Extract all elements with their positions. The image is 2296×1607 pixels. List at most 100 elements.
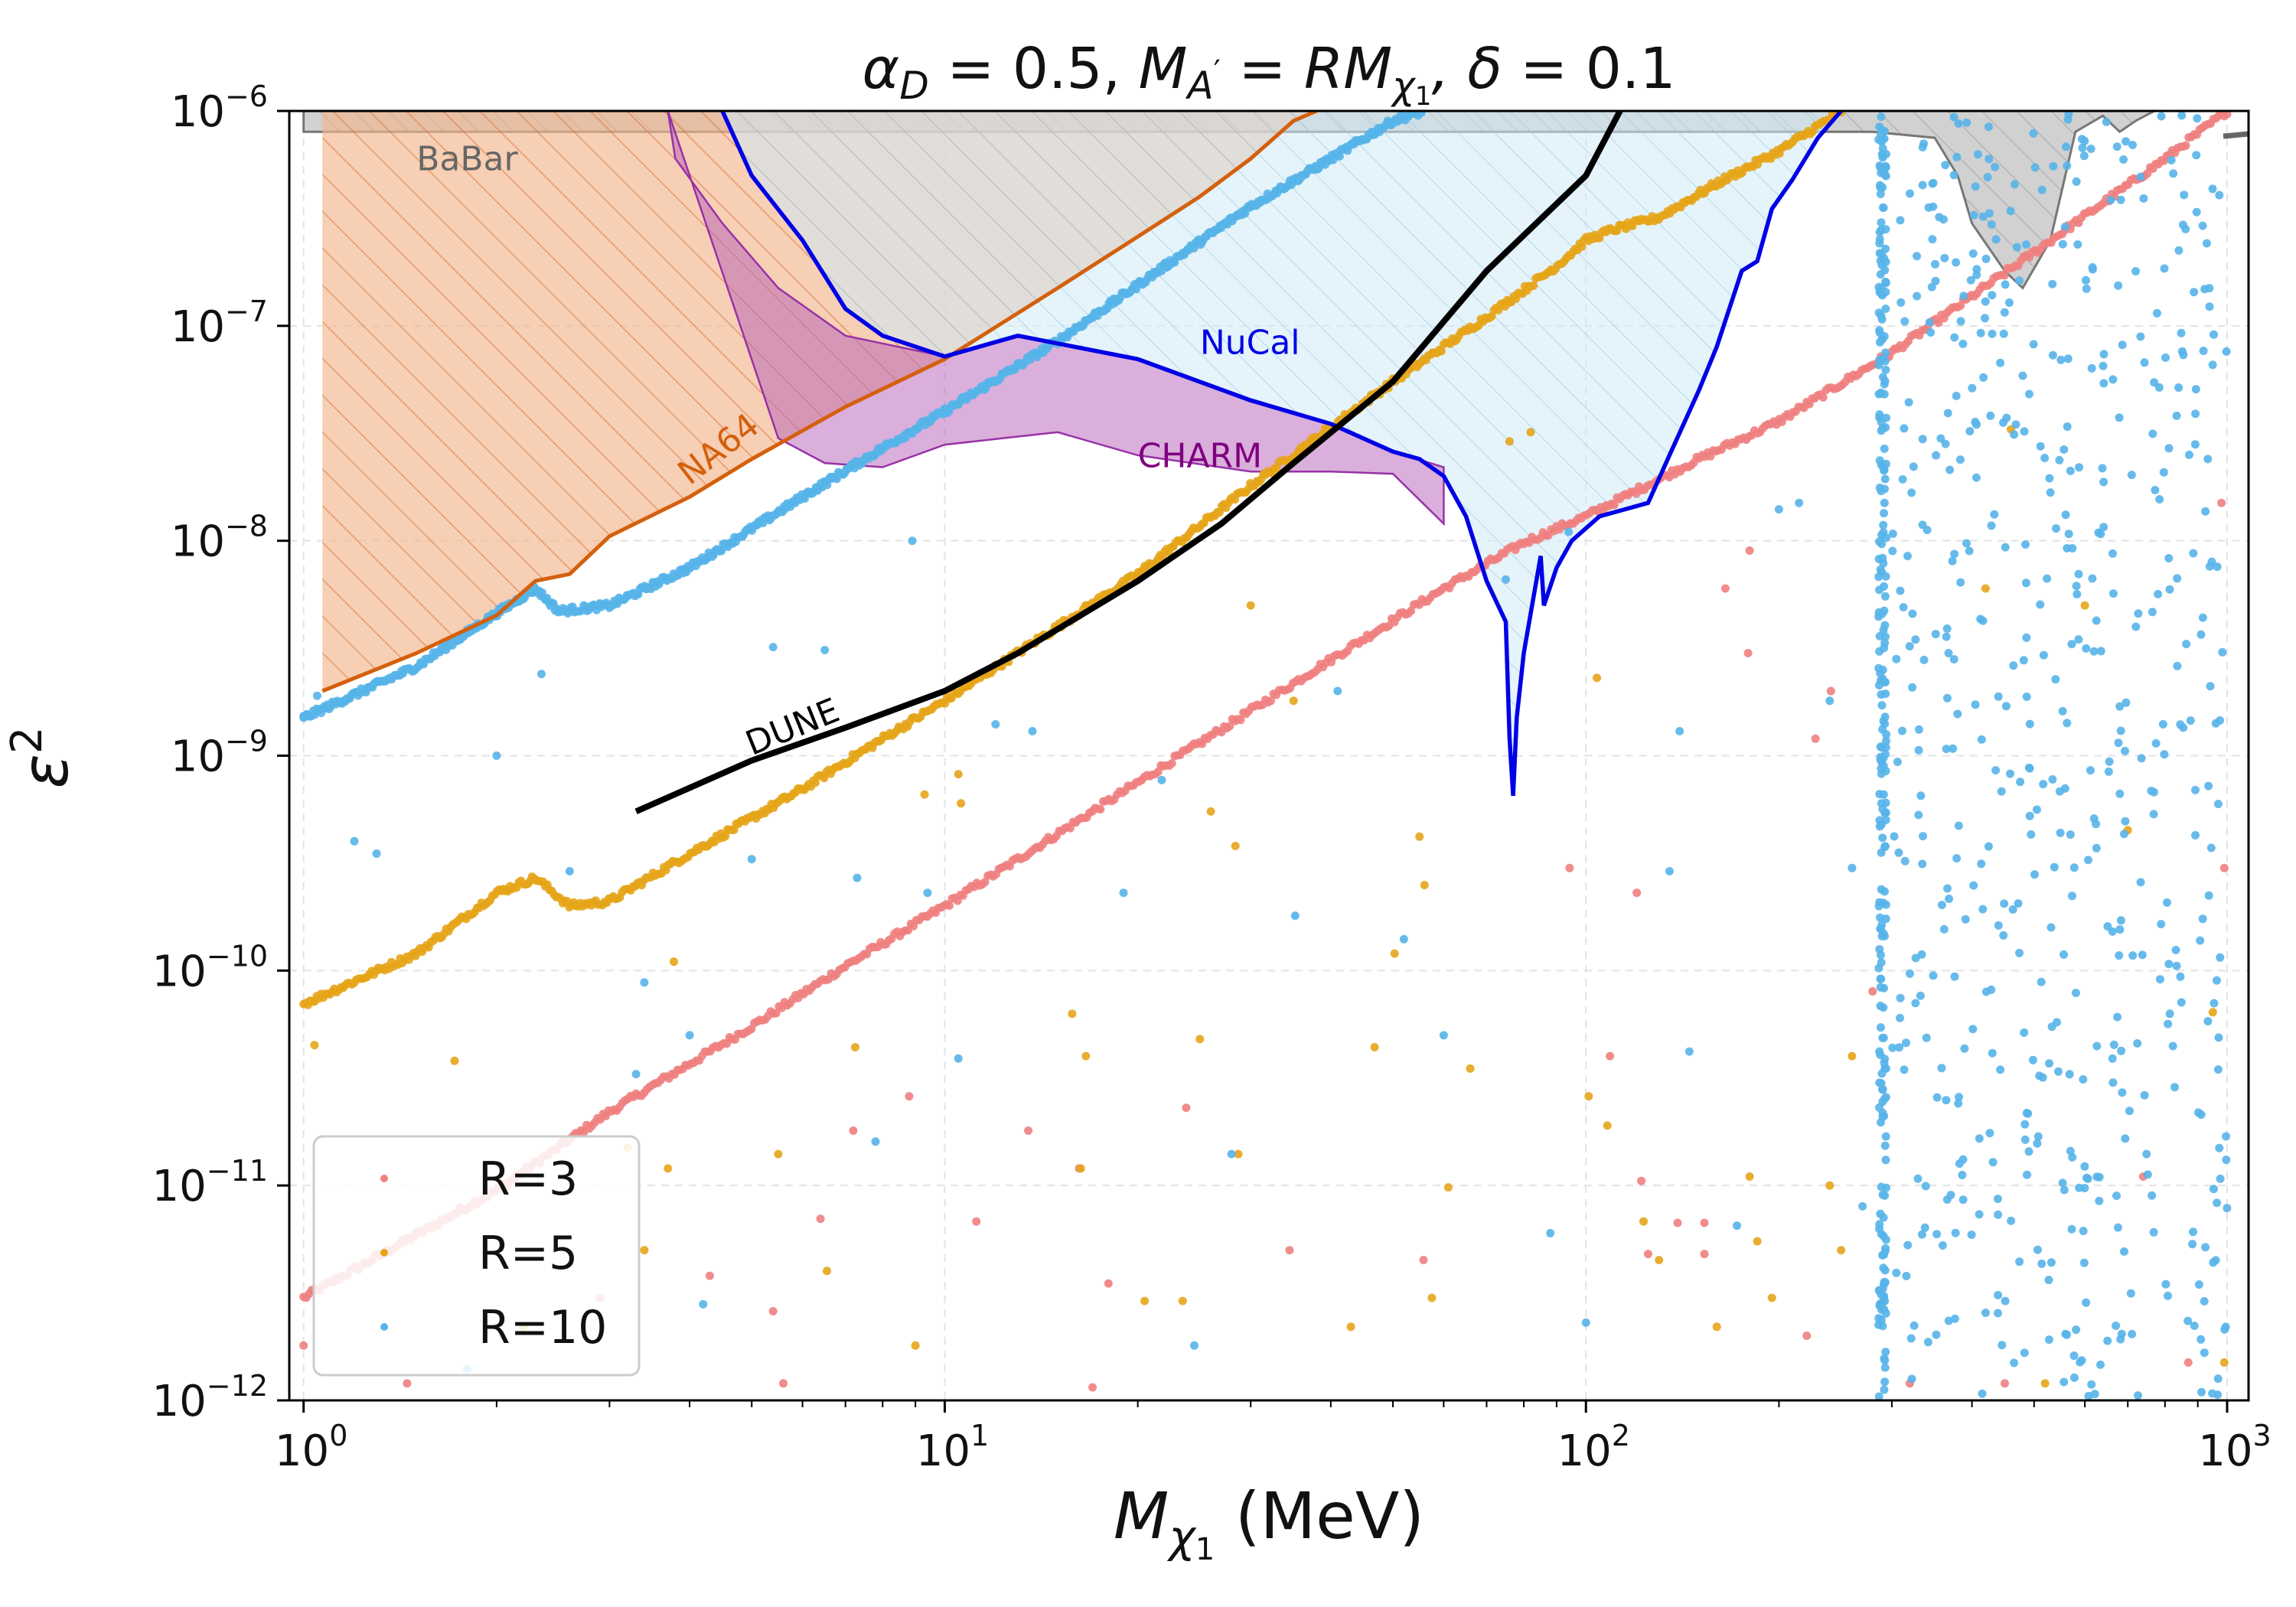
point-r10 — [2079, 1258, 2089, 1267]
point-r10 — [2080, 1184, 2089, 1193]
point-r10 — [1880, 621, 1890, 630]
point-r10 — [1190, 1341, 1199, 1350]
point-r10 — [2188, 1240, 2197, 1249]
point-r10 — [2020, 1120, 2030, 1129]
point-r10 — [2099, 523, 2108, 532]
point-r10 — [2172, 411, 2181, 420]
point-r3 — [1743, 649, 1753, 657]
point-r10 — [1879, 463, 1888, 472]
point-r10 — [1940, 253, 1949, 262]
point-r10 — [1878, 126, 1887, 135]
point-r10 — [1876, 1023, 1885, 1032]
point-r10 — [2047, 1258, 2056, 1267]
point-r10 — [2095, 1196, 2104, 1205]
point-r10 — [1976, 328, 1985, 337]
point-r10 — [1880, 1058, 1889, 1068]
point-r10 — [1881, 689, 1890, 699]
point-r10 — [2206, 843, 2216, 852]
point-r10 — [2030, 870, 2039, 879]
point-r10 — [2117, 1046, 2126, 1055]
point-r5 — [2219, 1358, 2229, 1367]
point-r10 — [1879, 1263, 1888, 1273]
point-r10 — [1909, 462, 1918, 471]
point-r10 — [2208, 360, 2217, 370]
point-r10 — [2152, 308, 2161, 318]
point-r10 — [2205, 302, 2214, 311]
point-r10 — [2222, 1132, 2230, 1141]
point-r10 — [1878, 1250, 1887, 1260]
point-r10 — [2198, 613, 2207, 622]
point-r3 — [1088, 1383, 1097, 1392]
point-r10 — [1952, 854, 1962, 863]
point-r10 — [2116, 916, 2125, 925]
point-r10 — [2060, 445, 2069, 454]
y-tick-label: 10−12 — [152, 1369, 268, 1426]
point-r10 — [2088, 574, 2097, 583]
point-r5 — [450, 1056, 459, 1065]
point-r10 — [1983, 173, 1992, 181]
point-r10 — [2178, 220, 2187, 230]
point-r10 — [1954, 119, 1963, 128]
point-r5 — [1584, 1092, 1593, 1101]
point-r10 — [2075, 463, 2083, 472]
point-r10 — [1918, 142, 1927, 152]
point-r10 — [2151, 485, 2160, 494]
point-r10 — [350, 836, 359, 846]
point-r10 — [2089, 647, 2099, 656]
point-r10 — [2116, 726, 2125, 735]
point-r10 — [1985, 209, 1994, 218]
point-r10 — [2222, 1156, 2231, 1165]
point-r10 — [1879, 354, 1888, 363]
point-r3 — [1934, 318, 1943, 328]
point-r10 — [1942, 624, 1952, 633]
point-r10 — [1502, 575, 1510, 584]
point-r10 — [1878, 144, 1887, 153]
point-r10 — [1941, 439, 1950, 448]
point-r10 — [2006, 769, 2014, 778]
point-r10 — [1996, 358, 2005, 367]
point-r10 — [2194, 1280, 2203, 1289]
point-r10 — [1965, 427, 1975, 435]
point-r10 — [2128, 1329, 2137, 1338]
point-r3 — [905, 1092, 914, 1101]
point-r10 — [2022, 240, 2030, 249]
point-r10 — [1881, 798, 1890, 807]
point-r10 — [1877, 112, 1886, 122]
point-r5 — [721, 832, 730, 841]
point-r10 — [2022, 633, 2031, 642]
point-r3 — [1956, 301, 1965, 310]
point-r10 — [2115, 413, 2124, 422]
point-r10 — [2036, 442, 2045, 451]
point-r5 — [911, 1341, 920, 1350]
point-r10 — [2086, 766, 2095, 775]
point-r10 — [1879, 1033, 1888, 1042]
point-r3 — [1700, 1218, 1709, 1227]
point-r10 — [1878, 833, 1887, 843]
title-m: M — [1139, 36, 1188, 102]
point-r5 — [2040, 1379, 2050, 1388]
point-r10 — [2063, 354, 2073, 363]
point-r5 — [1825, 1181, 1835, 1190]
point-r10 — [2047, 923, 2056, 932]
point-r10 — [1879, 1231, 1888, 1240]
point-r10 — [853, 873, 862, 882]
point-r10 — [1942, 632, 1951, 641]
point-r10 — [2173, 661, 2182, 670]
point-r10 — [1979, 373, 1988, 382]
point-r3 — [2219, 863, 2229, 872]
point-r10 — [1881, 277, 1890, 286]
point-r10 — [1993, 1195, 2002, 1204]
point-r10 — [2068, 892, 2076, 901]
point-r3 — [1096, 805, 1105, 814]
point-r10 — [2120, 1247, 2128, 1256]
point-r10 — [1991, 766, 2001, 775]
point-r10 — [2008, 905, 2017, 914]
point-r10 — [1998, 1341, 2007, 1350]
point-r10 — [2186, 716, 2195, 725]
point-r10 — [1937, 1064, 1946, 1073]
point-r10 — [699, 1299, 708, 1309]
point-r10 — [2199, 347, 2208, 355]
legend-entry-r3: R=3 — [380, 1152, 578, 1206]
point-r5 — [1289, 696, 1298, 706]
